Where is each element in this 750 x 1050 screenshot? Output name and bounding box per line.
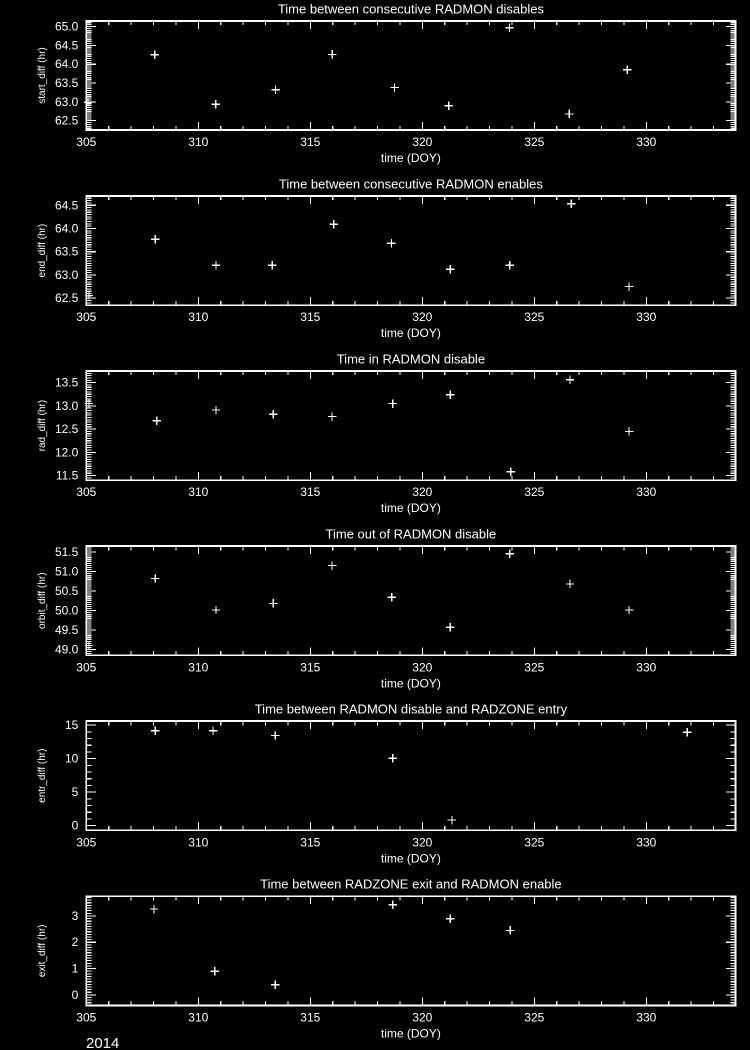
svg-text:rad_diff (hr): rad_diff (hr) [37,400,48,452]
svg-text:305: 305 [76,310,96,324]
svg-text:0: 0 [72,988,79,1002]
svg-text:330: 330 [636,310,656,324]
svg-text:325: 325 [524,660,544,674]
svg-text:315: 315 [300,835,320,849]
svg-text:12.0: 12.0 [55,445,79,459]
svg-text:315: 315 [300,310,320,324]
svg-text:64.0: 64.0 [55,57,79,71]
svg-text:Time between consecutive RADMO: Time between consecutive RADMON enables [279,177,543,192]
svg-text:10: 10 [65,752,79,766]
svg-text:Time between RADMON disable an: Time between RADMON disable and RADZONE … [255,702,568,717]
svg-text:320: 320 [412,485,432,499]
svg-text:13.0: 13.0 [55,399,79,413]
svg-text:325: 325 [524,310,544,324]
svg-text:320: 320 [412,135,432,149]
svg-text:49.0: 49.0 [55,642,79,656]
svg-text:50.0: 50.0 [55,603,79,617]
svg-text:310: 310 [188,660,208,674]
svg-text:330: 330 [636,660,656,674]
svg-text:63.5: 63.5 [55,245,79,259]
svg-text:5: 5 [72,785,79,799]
svg-text:time (DOY): time (DOY) [381,1026,441,1040]
svg-text:315: 315 [300,660,320,674]
svg-text:64.5: 64.5 [55,38,79,52]
svg-text:305: 305 [76,135,96,149]
svg-text:exit_diff (hr): exit_diff (hr) [37,924,48,977]
svg-text:start_diff (hr): start_diff (hr) [37,47,48,104]
svg-text:13.5: 13.5 [55,376,79,390]
svg-text:310: 310 [188,835,208,849]
svg-text:63.5: 63.5 [55,76,79,90]
svg-text:63.0: 63.0 [55,95,79,109]
svg-text:time (DOY): time (DOY) [381,851,441,865]
svg-text:time (DOY): time (DOY) [381,326,441,340]
svg-text:Time out of RADMON disable: Time out of RADMON disable [326,527,497,542]
svg-text:310: 310 [188,310,208,324]
svg-text:time (DOY): time (DOY) [381,676,441,690]
svg-text:64.0: 64.0 [55,222,79,236]
svg-text:time (DOY): time (DOY) [381,501,441,515]
svg-text:320: 320 [412,660,432,674]
svg-text:305: 305 [76,1010,96,1024]
svg-text:320: 320 [412,310,432,324]
svg-text:0: 0 [72,819,79,833]
svg-text:Time in RADMON disable: Time in RADMON disable [337,352,485,367]
svg-text:315: 315 [300,135,320,149]
svg-text:325: 325 [524,485,544,499]
svg-text:62.5: 62.5 [55,114,79,128]
svg-text:51.0: 51.0 [55,564,79,578]
svg-text:Time between consecutive RADMO: Time between consecutive RADMON disables [278,1,545,16]
svg-text:65.0: 65.0 [55,20,79,34]
svg-text:305: 305 [76,835,96,849]
svg-text:Time between RADZONE exit and: Time between RADZONE exit and RADMON ena… [260,877,562,892]
svg-text:325: 325 [524,135,544,149]
svg-text:310: 310 [188,1010,208,1024]
svg-text:end_diff (hr): end_diff (hr) [37,224,48,278]
svg-text:51.5: 51.5 [55,545,79,559]
svg-text:1: 1 [72,962,79,976]
svg-text:orbit_diff (hr): orbit_diff (hr) [37,572,48,629]
svg-text:325: 325 [524,835,544,849]
svg-text:63.0: 63.0 [55,268,79,282]
svg-text:entr_diff (hr): entr_diff (hr) [37,749,48,803]
svg-text:320: 320 [412,1010,432,1024]
svg-text:330: 330 [636,135,656,149]
svg-text:15: 15 [65,718,79,732]
svg-text:64.5: 64.5 [55,198,79,212]
svg-text:49.5: 49.5 [55,623,79,637]
svg-text:50.5: 50.5 [55,584,79,598]
svg-text:12.5: 12.5 [55,422,79,436]
svg-text:315: 315 [300,485,320,499]
svg-text:62.5: 62.5 [55,291,79,305]
svg-text:310: 310 [188,135,208,149]
svg-text:2: 2 [72,935,79,949]
svg-text:320: 320 [412,835,432,849]
svg-text:325: 325 [524,1010,544,1024]
svg-text:330: 330 [636,835,656,849]
svg-text:330: 330 [636,485,656,499]
svg-text:11.5: 11.5 [56,469,79,483]
svg-text:310: 310 [188,485,208,499]
svg-text:3: 3 [72,909,79,923]
svg-text:305: 305 [76,485,96,499]
svg-text:2014: 2014 [86,1035,119,1050]
svg-text:330: 330 [636,1010,656,1024]
svg-text:305: 305 [76,660,96,674]
svg-text:time (DOY): time (DOY) [381,151,441,165]
svg-text:315: 315 [300,1010,320,1024]
